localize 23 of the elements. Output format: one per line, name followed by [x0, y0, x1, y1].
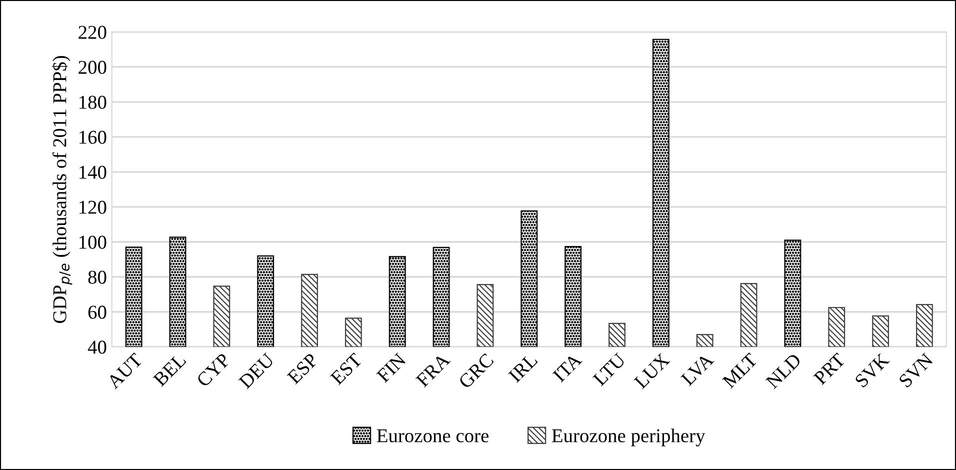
x-tick-label: ESP — [286, 352, 319, 385]
legend-label: Eurozone core — [376, 429, 489, 442]
y-tick-label: 100 — [80, 236, 106, 249]
y-tick-label: 40 — [88, 340, 106, 354]
legend-label: Eurozone periphery — [552, 428, 706, 446]
y-tick-label: 220 — [78, 26, 106, 39]
x-tick-label: IRL — [508, 353, 538, 383]
x-tick-label: BEL — [152, 353, 186, 387]
x-tick-label: EST — [330, 352, 363, 386]
y-tick-label: 160 — [80, 130, 106, 144]
y-tick-label: 180 — [80, 96, 106, 109]
x-tick-label: ITA — [552, 352, 583, 383]
x-tick-label: FIN — [376, 352, 407, 384]
x-tick-label: FRA — [415, 352, 451, 388]
y-axis-title: GDP$_{p/e}$ (thousands of 2011 PPP$) — [52, 56, 72, 323]
x-tick-label: PRT — [813, 352, 846, 386]
y-tick-label: 200 — [78, 60, 106, 74]
y-tick-label: 140 — [80, 166, 106, 179]
x-tick-label: LVA — [680, 352, 714, 386]
x-tick-label: CYP — [196, 352, 231, 388]
y-tick-label: 60 — [88, 306, 106, 319]
y-tick-label: 120 — [80, 200, 106, 214]
y-tick-label: 80 — [88, 270, 106, 284]
